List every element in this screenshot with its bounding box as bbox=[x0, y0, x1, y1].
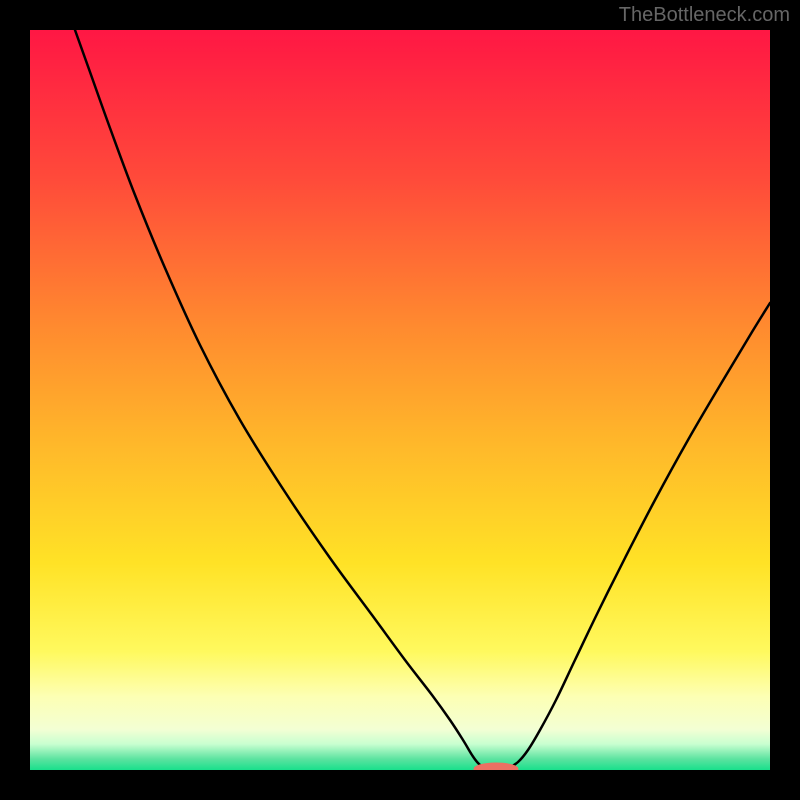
gradient-background bbox=[30, 30, 770, 770]
chart-svg bbox=[0, 0, 800, 800]
watermark-text: TheBottleneck.com bbox=[619, 4, 790, 27]
chart-canvas bbox=[0, 0, 800, 800]
